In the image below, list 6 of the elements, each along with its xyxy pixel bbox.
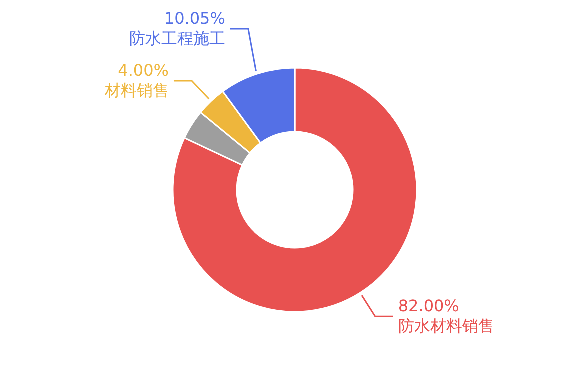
slice-label: 防水材料销售 [398, 316, 494, 336]
data-label: 4.00% [118, 60, 169, 80]
slice-label: 防水工程施工 [129, 28, 226, 48]
data-label: 82.00% [398, 296, 460, 316]
data-label: 10.05% [164, 8, 226, 28]
slice-label: 材料销售 [104, 80, 169, 100]
